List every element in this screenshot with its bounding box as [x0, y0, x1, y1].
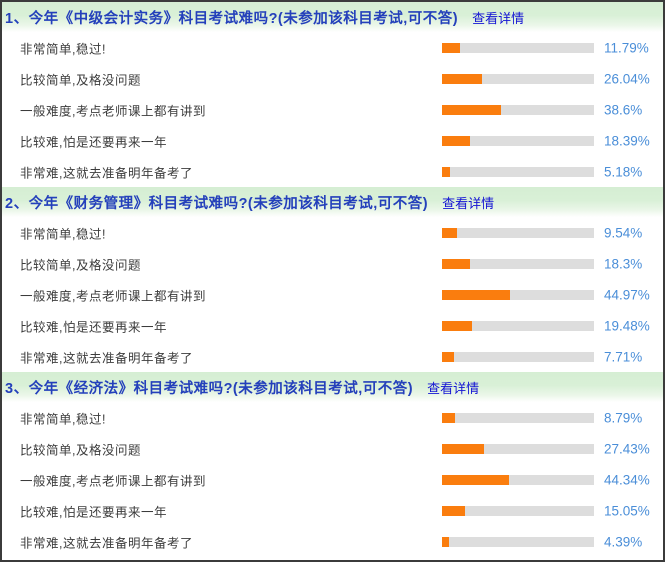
answer-percent-value: 18.3% — [604, 256, 643, 271]
answer-percent-value: 27.43% — [604, 441, 650, 456]
result-bar-fill — [442, 227, 457, 238]
result-bar-track — [442, 135, 594, 146]
answer-percent-value: 11.79% — [604, 40, 649, 55]
result-bar-fill — [442, 258, 470, 269]
answer-row: 比较简单,及格没问题 26.04% — [2, 63, 663, 94]
result-bar-track — [442, 505, 594, 516]
answer-percent-value: 7.71% — [604, 349, 643, 364]
answer-percent-value: 9.54% — [604, 225, 643, 240]
result-bar-track — [442, 42, 594, 53]
result-bar-track — [442, 104, 594, 115]
answer-label: 非常难,这就去准备明年备考了 — [20, 166, 193, 180]
answer-label: 一般难度,考点老师课上都有讲到 — [20, 474, 206, 488]
result-bar-fill — [442, 73, 482, 84]
answer-percent-value: 26.04% — [604, 71, 650, 86]
result-bar-track — [442, 166, 594, 177]
answer-row: 一般难度,考点老师课上都有讲到 44.97% — [2, 279, 663, 310]
answer-row: 非常难,这就去准备明年备考了 7.71% — [2, 341, 663, 372]
result-bar-track — [442, 289, 594, 300]
section-header: 2、今年《财务管理》科目考试难吗?(未参加该科目考试,可不答) 查看详情 — [2, 187, 663, 217]
answer-rows: 非常简单,稳过! 8.79% 比较简单,及格没问题 27.43% 一般难度,考点… — [2, 402, 663, 557]
survey-section: 1、今年《中级会计实务》科目考试难吗?(未参加该科目考试,可不答) 查看详情 非… — [2, 2, 663, 187]
answer-percent-value: 19.48% — [604, 318, 650, 333]
answer-row: 非常简单,稳过! 9.54% — [2, 217, 663, 248]
view-details-link[interactable]: 查看详情 — [442, 195, 495, 211]
result-bar-fill — [442, 320, 472, 331]
answer-row: 一般难度,考点老师课上都有讲到 38.6% — [2, 94, 663, 125]
result-bar-track — [442, 443, 594, 454]
answer-percent-value: 15.05% — [604, 503, 650, 518]
answer-percent-value: 38.6% — [604, 102, 643, 117]
question-title: 2、今年《财务管理》科目考试难吗?(未参加该科目考试,可不答) — [5, 195, 429, 212]
survey-section: 2、今年《财务管理》科目考试难吗?(未参加该科目考试,可不答) 查看详情 非常简… — [2, 187, 663, 372]
result-bar-fill — [442, 351, 454, 362]
answer-row: 比较难,怕是还要再来一年 19.48% — [2, 310, 663, 341]
answer-label: 比较难,怕是还要再来一年 — [20, 505, 167, 519]
answer-label: 非常简单,稳过! — [20, 42, 106, 56]
question-title: 1、今年《中级会计实务》科目考试难吗?(未参加该科目考试,可不答) — [5, 10, 459, 27]
result-bar-track — [442, 320, 594, 331]
answer-label: 非常难,这就去准备明年备考了 — [20, 536, 193, 550]
answer-row: 比较简单,及格没问题 18.3% — [2, 248, 663, 279]
result-bar-fill — [442, 289, 511, 300]
result-bar-fill — [442, 104, 501, 115]
answer-row: 比较简单,及格没问题 27.43% — [2, 433, 663, 464]
answer-rows: 非常简单,稳过! 11.79% 比较简单,及格没问题 26.04% 一般难度,考… — [2, 32, 663, 187]
result-bar-fill — [442, 474, 510, 485]
answer-label: 一般难度,考点老师课上都有讲到 — [20, 289, 206, 303]
result-bar-fill — [442, 536, 449, 547]
answer-percent-value: 44.34% — [604, 472, 650, 487]
question-title: 3、今年《经济法》科目考试难吗?(未参加该科目考试,可不答) — [5, 380, 414, 397]
answer-label: 比较难,怕是还要再来一年 — [20, 135, 167, 149]
result-bar-fill — [442, 166, 450, 177]
answer-row: 非常难,这就去准备明年备考了 4.39% — [2, 526, 663, 557]
view-details-link[interactable]: 查看详情 — [427, 380, 480, 396]
section-header: 3、今年《经济法》科目考试难吗?(未参加该科目考试,可不答) 查看详情 — [2, 372, 663, 402]
answer-row: 非常简单,稳过! 11.79% — [2, 32, 663, 63]
result-bar-track — [442, 351, 594, 362]
answer-row: 一般难度,考点老师课上都有讲到 44.34% — [2, 464, 663, 495]
result-bar-fill — [442, 42, 460, 53]
answer-rows: 非常简单,稳过! 9.54% 比较简单,及格没问题 18.3% 一般难度,考点老… — [2, 217, 663, 372]
answer-percent-value: 8.79% — [604, 410, 643, 425]
answer-percent-value: 4.39% — [604, 534, 643, 549]
result-bar-track — [442, 474, 594, 485]
answer-label: 非常难,这就去准备明年备考了 — [20, 351, 193, 365]
answer-row: 比较难,怕是还要再来一年 18.39% — [2, 125, 663, 156]
answer-label: 非常简单,稳过! — [20, 227, 106, 241]
section-header: 1、今年《中级会计实务》科目考试难吗?(未参加该科目考试,可不答) 查看详情 — [2, 2, 663, 32]
answer-row: 比较难,怕是还要再来一年 15.05% — [2, 495, 663, 526]
result-bar-track — [442, 258, 594, 269]
result-bar-fill — [442, 505, 465, 516]
result-bar-track — [442, 73, 594, 84]
survey-section: 3、今年《经济法》科目考试难吗?(未参加该科目考试,可不答) 查看详情 非常简单… — [2, 372, 663, 557]
answer-label: 一般难度,考点老师课上都有讲到 — [20, 104, 206, 118]
answer-label: 比较简单,及格没问题 — [20, 73, 141, 87]
result-bar-track — [442, 227, 594, 238]
answer-row: 非常简单,稳过! 8.79% — [2, 402, 663, 433]
result-bar-fill — [442, 443, 484, 454]
answer-percent-value: 44.97% — [604, 287, 650, 302]
answer-label: 比较难,怕是还要再来一年 — [20, 320, 167, 334]
answer-label: 比较简单,及格没问题 — [20, 258, 141, 272]
result-bar-track — [442, 536, 594, 547]
answer-percent-value: 5.18% — [604, 164, 643, 179]
answer-label: 非常简单,稳过! — [20, 412, 106, 426]
result-bar-fill — [442, 412, 456, 423]
answer-label: 比较简单,及格没问题 — [20, 443, 141, 457]
result-bar-fill — [442, 135, 470, 146]
result-bar-track — [442, 412, 594, 423]
answer-row: 非常难,这就去准备明年备考了 5.18% — [2, 156, 663, 187]
answer-percent-value: 18.39% — [604, 133, 650, 148]
view-details-link[interactable]: 查看详情 — [472, 10, 525, 26]
